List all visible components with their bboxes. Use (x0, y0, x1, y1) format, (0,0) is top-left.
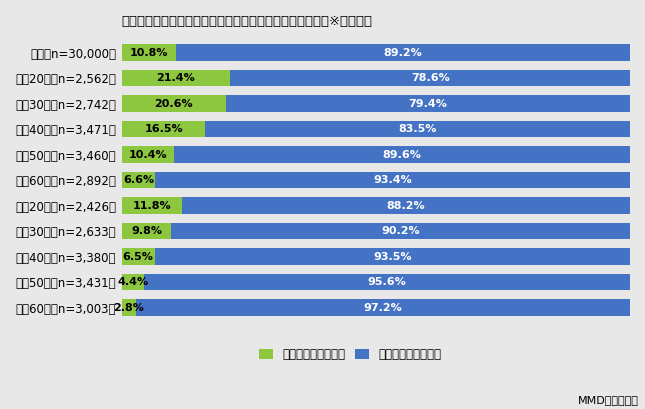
Bar (206, 121, 630, 137)
Bar (136, 299, 630, 316)
Text: 仮想通貨（暗号資産）取引所サービスの利用経験（単数）※性年代別: 仮想通貨（暗号資産）取引所サービスの利用経験（単数）※性年代別 (121, 15, 373, 28)
Text: 6.6%: 6.6% (123, 175, 154, 185)
Bar (121, 95, 226, 112)
Text: 78.6%: 78.6% (411, 73, 450, 83)
Legend: 利用したことがある, 利用したことはない: 利用したことがある, 利用したことはない (259, 348, 442, 361)
Text: 9.8%: 9.8% (131, 226, 162, 236)
Text: 20.6%: 20.6% (155, 99, 193, 108)
Bar (144, 274, 630, 290)
Bar (155, 248, 630, 265)
Bar (121, 44, 177, 61)
Text: 93.5%: 93.5% (373, 252, 412, 262)
Text: 11.8%: 11.8% (132, 200, 171, 211)
Bar (230, 70, 630, 86)
Text: 89.2%: 89.2% (384, 47, 422, 58)
Text: 10.4%: 10.4% (129, 150, 167, 160)
Bar (121, 223, 172, 239)
Bar (121, 248, 155, 265)
Bar (226, 95, 630, 112)
Text: 79.4%: 79.4% (409, 99, 448, 108)
Bar (121, 299, 136, 316)
Text: 89.6%: 89.6% (382, 150, 422, 160)
Bar (121, 172, 155, 189)
Text: 95.6%: 95.6% (368, 277, 406, 287)
Text: 90.2%: 90.2% (381, 226, 420, 236)
Bar (177, 44, 630, 61)
Bar (121, 121, 206, 137)
Text: 4.4%: 4.4% (117, 277, 148, 287)
Text: 10.8%: 10.8% (130, 47, 168, 58)
Text: 88.2%: 88.2% (386, 200, 425, 211)
Text: 21.4%: 21.4% (157, 73, 195, 83)
Bar (172, 223, 630, 239)
Bar (121, 70, 230, 86)
Text: 6.5%: 6.5% (123, 252, 154, 262)
Text: 2.8%: 2.8% (114, 303, 144, 312)
Bar (174, 146, 630, 163)
Bar (121, 197, 181, 214)
Text: 16.5%: 16.5% (144, 124, 183, 134)
Bar (155, 172, 630, 189)
Bar (121, 274, 144, 290)
Bar (121, 146, 174, 163)
Text: 93.4%: 93.4% (373, 175, 412, 185)
Text: 83.5%: 83.5% (399, 124, 437, 134)
Text: MMD研究所調べ: MMD研究所調べ (578, 395, 639, 405)
Bar (181, 197, 630, 214)
Text: 97.2%: 97.2% (364, 303, 402, 312)
